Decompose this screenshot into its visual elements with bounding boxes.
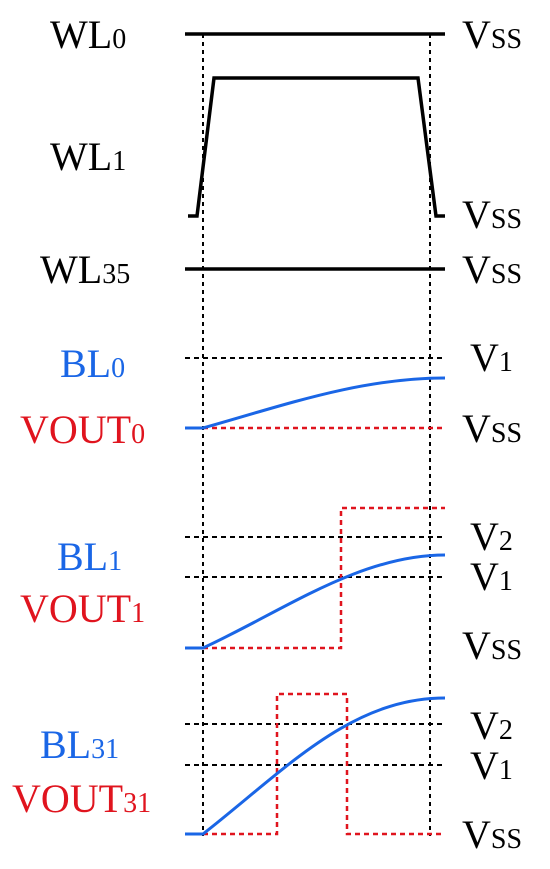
label-wl1: WL1 xyxy=(50,134,126,179)
label-v2-bl1: V2 xyxy=(470,514,513,559)
label-vss-bl0: VSS xyxy=(462,406,522,451)
label-vss-wl1: VSS xyxy=(462,192,522,237)
label-vss-bl1: VSS xyxy=(462,623,522,668)
label-bl31: BL31 xyxy=(40,722,119,767)
label-v1-bl31: V1 xyxy=(470,743,513,788)
label-wl35: WL35 xyxy=(40,247,130,292)
label-vout1: VOUT1 xyxy=(20,586,145,631)
label-v2-bl31: V2 xyxy=(470,703,513,748)
bl1-waveform xyxy=(185,553,446,650)
wl1-waveform xyxy=(188,76,445,218)
label-v1-bl1: V1 xyxy=(470,554,513,599)
label-v1-bl0: V1 xyxy=(470,335,513,380)
label-vss-bl31: VSS xyxy=(462,812,522,857)
label-vss-wl35: VSS xyxy=(462,247,522,292)
bl0-waveform xyxy=(185,376,446,430)
bl31-waveform xyxy=(185,696,446,836)
label-bl0: BL0 xyxy=(60,341,125,386)
vout31-waveform xyxy=(185,692,445,836)
label-vss-wl0: VSS xyxy=(462,12,522,57)
label-vout31: VOUT31 xyxy=(12,776,151,821)
label-bl1: BL1 xyxy=(57,534,122,579)
label-wl0: WL0 xyxy=(50,12,126,57)
label-vout0: VOUT0 xyxy=(20,407,145,452)
